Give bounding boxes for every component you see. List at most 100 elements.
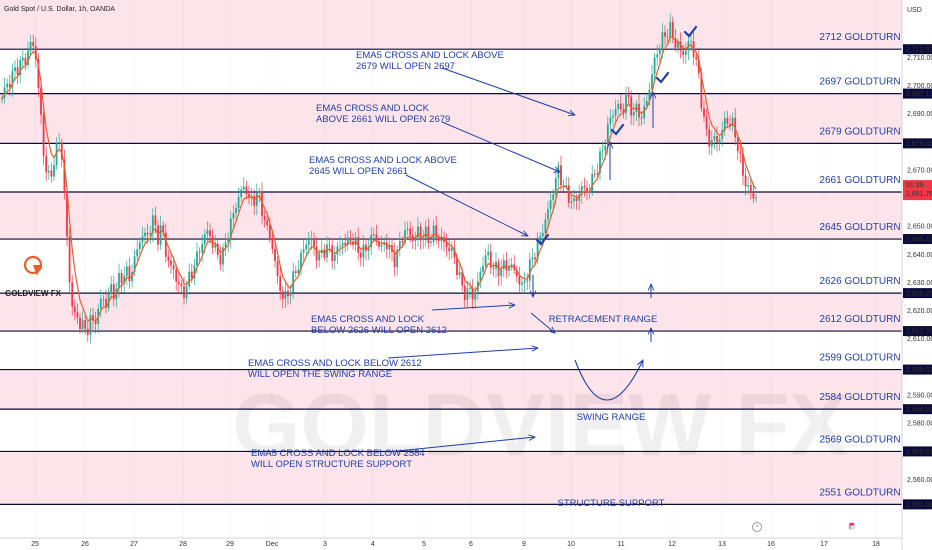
goldturn-label: 2569 GOLDTURN	[819, 434, 900, 445]
date-tick-label[interactable]: 16	[767, 541, 775, 548]
date-tick-label[interactable]: 13	[718, 541, 726, 548]
price-tick-label[interactable]: 2,620.000	[907, 308, 932, 315]
price-tag-text: 2,679.451	[906, 141, 932, 148]
candle-body	[695, 56, 698, 60]
date-tick-label[interactable]: 28	[179, 541, 187, 548]
candle-body	[612, 115, 614, 118]
candle-body	[380, 244, 383, 247]
date-tick-label[interactable]: 6	[469, 541, 473, 548]
chart-title: Gold Spot / U.S. Dollar, 1h, OANDA	[4, 6, 115, 13]
zone-label-retracement: RETRACEMENT RANGE	[549, 314, 658, 325]
candle-body	[575, 198, 578, 201]
date-tick-label[interactable]: 12	[668, 541, 676, 548]
goldview-logo: GOLDVIEW FX	[5, 255, 62, 298]
candle-body	[744, 175, 747, 187]
candle-body	[690, 41, 692, 43]
candle-body	[422, 239, 425, 241]
candle-body	[175, 269, 178, 282]
candle-body	[310, 238, 313, 241]
goldturn-label: 2712 GOLDTURN	[819, 32, 900, 43]
candle-body	[583, 186, 586, 188]
candle-body	[185, 286, 188, 298]
candle-body	[396, 249, 399, 268]
price-tick-label[interactable]: 2,690.000	[907, 111, 932, 118]
candle-body	[248, 193, 250, 198]
price-axis[interactable]: 2,712.9202,697.1362,679.4512,662.1502,64…	[901, 0, 932, 550]
checkmark-icon	[610, 123, 625, 136]
candle-body	[206, 230, 209, 235]
candle-body	[287, 291, 289, 297]
date-tick-label[interactable]: 10	[567, 541, 575, 548]
candles-layer	[1, 13, 757, 344]
price-tag-bg	[903, 326, 932, 337]
candle-body	[388, 245, 391, 250]
price-tick-label[interactable]: 2,610.000	[907, 336, 932, 343]
price-tag-text: 2,697.136	[906, 91, 932, 98]
candle-body	[586, 187, 588, 193]
candle-body	[544, 219, 547, 233]
price-zone-band	[0, 369, 902, 410]
candle-body	[726, 118, 729, 124]
date-tick-label[interactable]: 18	[872, 541, 880, 548]
date-tick-label[interactable]: 3	[323, 541, 327, 548]
date-tick-label[interactable]: 5	[422, 541, 426, 548]
goldturn-label: 2645 GOLDTURN	[819, 222, 900, 233]
date-tick-label[interactable]: 17	[820, 541, 828, 548]
date-tick-label[interactable]: 9	[522, 541, 526, 548]
candle-body	[237, 197, 240, 208]
date-tick-label[interactable]: 26	[81, 541, 89, 548]
annotation-arrows	[387, 25, 698, 453]
annotation-2612: EMA5 CROSS AND LOCK BELOW 2626 WILL OPEN …	[311, 314, 447, 336]
candle-body	[50, 170, 53, 177]
candle-body	[716, 135, 718, 143]
candle-body	[515, 269, 518, 277]
date-tick-label[interactable]: 25	[31, 541, 39, 548]
candle-body	[664, 32, 666, 37]
candle-body	[562, 185, 565, 187]
candle-body	[73, 306, 76, 313]
candle-body	[458, 272, 461, 275]
candle-body	[645, 101, 648, 106]
candle-body	[14, 67, 16, 72]
price-tick-label[interactable]: 2,710.000	[907, 55, 932, 62]
candle-body	[674, 38, 677, 48]
price-tick-label[interactable]: 2,650.000	[907, 224, 932, 231]
current-price-text: 2,661.765	[906, 191, 932, 198]
candle-body	[604, 145, 607, 151]
goldturn-label: 2661 GOLDTURN	[819, 175, 900, 186]
candle-body	[346, 237, 349, 245]
candle-body	[19, 60, 22, 75]
date-tick-label[interactable]: 29	[226, 541, 234, 548]
date-tick-label[interactable]: 27	[130, 541, 138, 548]
candle-body	[731, 117, 734, 126]
goldturn-label: 2551 GOLDTURN	[819, 487, 900, 498]
candle-body	[705, 116, 708, 130]
date-tick-label[interactable]: Dec	[266, 541, 279, 548]
price-tick-label[interactable]: 2,580.000	[907, 421, 932, 428]
date-tick-label[interactable]: 11	[617, 541, 624, 548]
price-tick-label[interactable]: 2,670.000	[907, 167, 932, 174]
price-tick-label[interactable]: 2,560.000	[907, 477, 932, 484]
price-tick-label[interactable]: 2,590.000	[907, 392, 932, 399]
alert-clock-icon[interactable]	[752, 522, 762, 532]
price-tick-label[interactable]: 2,700.000	[907, 83, 932, 90]
price-tick-label[interactable]: 2,630.000	[907, 280, 932, 287]
swing-curve-arrow	[574, 360, 643, 401]
time-axis[interactable]: 25 26 27 28 29 Dec 3 4 5 6 9 10 11 12 13 16 17 18	[0, 537, 902, 548]
annotation-2697: EMA5 CROSS AND LOCK ABOVE 2679 WILL OPEN …	[356, 50, 504, 72]
date-tick-label[interactable]: 4	[371, 541, 375, 548]
checkmark-icon	[535, 233, 550, 246]
candle-body	[625, 94, 627, 114]
current-price-tag	[903, 180, 932, 201]
candle-body	[445, 242, 448, 248]
candle-body	[658, 49, 661, 55]
candle-body	[66, 190, 68, 237]
candle-body	[531, 257, 534, 260]
candle-body	[580, 186, 583, 195]
annotation-2679: EMA5 CROSS AND LOCK ABOVE 2661 WILL OPEN …	[316, 103, 450, 125]
candle-body	[112, 284, 115, 300]
candle-body	[448, 247, 451, 252]
price-tick-label[interactable]: 2,640.000	[907, 252, 932, 259]
